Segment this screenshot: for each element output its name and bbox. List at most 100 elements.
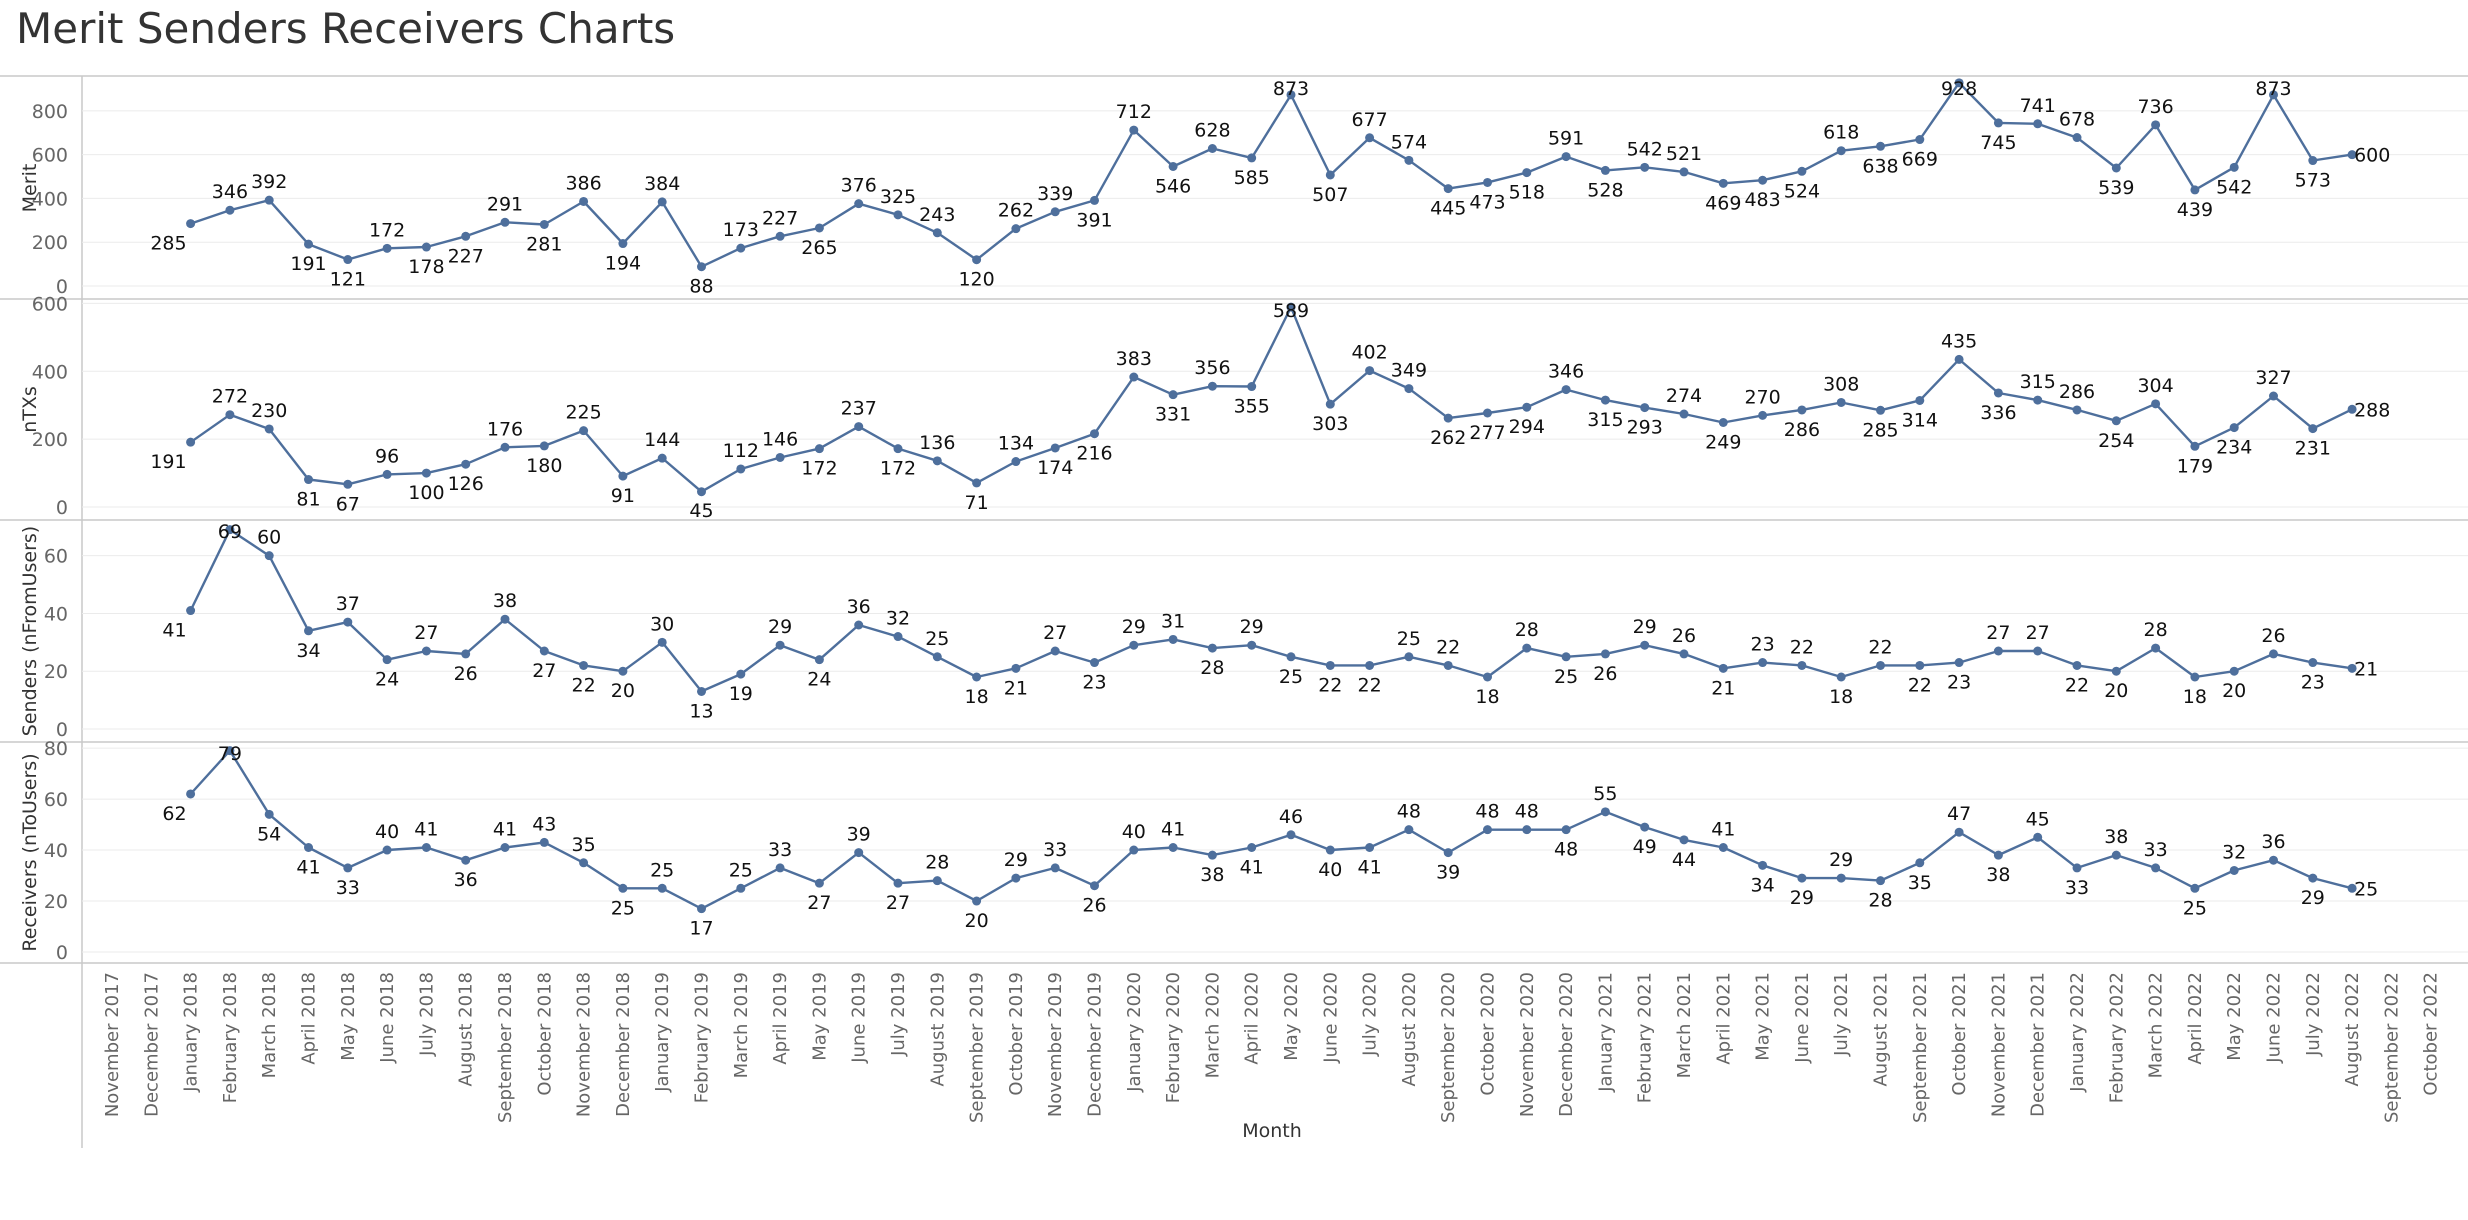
data-point — [1247, 640, 1257, 650]
data-point — [1954, 827, 1964, 837]
data-point — [932, 876, 942, 886]
x-tick-label: June 2022 — [2264, 972, 2285, 1064]
data-point — [1286, 302, 1296, 312]
data-point — [1129, 640, 1139, 650]
data-label: 28 — [1200, 657, 1224, 679]
data-point — [1640, 822, 1650, 832]
data-point — [1050, 207, 1060, 217]
data-label: 339 — [1037, 183, 1073, 205]
data-label: 47 — [1947, 803, 1971, 825]
data-point — [1325, 399, 1335, 409]
data-point — [775, 452, 785, 462]
data-label: 91 — [611, 485, 635, 507]
data-point — [1758, 860, 1768, 870]
data-label: 386 — [565, 172, 601, 194]
data-label: 40 — [1318, 859, 1342, 881]
data-point — [657, 637, 667, 647]
x-tick-label: March 2021 — [1674, 972, 1695, 1078]
data-label: 191 — [290, 253, 326, 275]
data-label: 36 — [454, 869, 478, 891]
data-point — [225, 410, 235, 420]
data-point — [1679, 649, 1689, 659]
data-point — [736, 883, 746, 893]
data-point — [343, 479, 353, 489]
data-label: 45 — [2026, 808, 2050, 830]
data-label: 25 — [1279, 666, 1303, 688]
data-point — [2229, 162, 2239, 172]
data-label: 573 — [2295, 170, 2331, 192]
data-label: 25 — [2354, 878, 2378, 900]
data-label: 618 — [1823, 122, 1859, 144]
data-point — [1286, 830, 1296, 840]
data-label: 33 — [336, 877, 360, 899]
data-point — [421, 468, 431, 478]
x-tick-label: January 2020 — [1124, 972, 1145, 1093]
data-label: 22 — [1868, 636, 1892, 658]
data-point — [2347, 883, 2357, 893]
data-point — [1011, 224, 1021, 234]
data-point — [1679, 409, 1689, 419]
x-tick-label: April 2020 — [1242, 972, 1263, 1065]
data-label: 22 — [1318, 674, 1342, 696]
data-point — [893, 632, 903, 642]
data-label: 28 — [1515, 619, 1539, 641]
data-point — [343, 617, 353, 627]
x-tick-label: August 2022 — [2342, 972, 2363, 1087]
y-tick-label: 200 — [32, 232, 68, 254]
x-tick-label: April 2021 — [1713, 972, 1734, 1065]
data-point — [972, 255, 982, 265]
y-tick-label: 600 — [32, 145, 68, 167]
data-point — [972, 896, 982, 906]
data-label: 41 — [162, 620, 186, 642]
data-point — [186, 789, 196, 799]
data-point — [1718, 843, 1728, 852]
data-point — [1876, 405, 1885, 415]
data-label: 23 — [1082, 672, 1106, 694]
data-point — [1090, 658, 1099, 668]
data-point — [304, 626, 313, 636]
data-point — [1640, 640, 1650, 650]
x-tick-label: June 2020 — [1320, 972, 1341, 1064]
data-point — [1207, 850, 1217, 860]
x-tick-label: May 2020 — [1281, 972, 1302, 1061]
data-label: 336 — [1980, 402, 2016, 424]
data-label: 39 — [1436, 862, 1460, 884]
data-point — [2072, 660, 2082, 670]
data-point — [1640, 403, 1650, 413]
data-point — [539, 646, 549, 656]
data-point — [932, 228, 942, 238]
x-tick-label: March 2020 — [1202, 972, 1223, 1078]
data-label: 33 — [2065, 877, 2089, 899]
data-point — [500, 843, 510, 852]
data-point — [343, 863, 353, 873]
data-label: 349 — [1391, 360, 1427, 382]
data-label: 41 — [1711, 819, 1735, 841]
y-tick-label: 600 — [32, 293, 68, 315]
x-tick-label: July 2018 — [416, 972, 437, 1057]
data-point — [225, 205, 235, 215]
data-point — [1050, 863, 1060, 873]
data-point — [1993, 118, 2003, 128]
data-label: 435 — [1941, 330, 1977, 352]
data-label: 745 — [1980, 132, 2016, 154]
data-label: 41 — [1161, 819, 1185, 841]
data-point — [1247, 382, 1257, 392]
data-label: 227 — [448, 245, 484, 267]
data-label: 288 — [2354, 399, 2390, 421]
data-label: 518 — [1509, 182, 1545, 204]
data-point — [814, 655, 824, 665]
data-label: 71 — [965, 492, 989, 514]
data-label: 17 — [689, 918, 713, 940]
data-point — [579, 858, 589, 868]
data-point — [1404, 384, 1414, 394]
data-label: 585 — [1234, 167, 1270, 189]
data-point — [1836, 146, 1846, 156]
data-point — [1797, 166, 1807, 176]
data-label: 24 — [807, 669, 831, 691]
data-point — [539, 837, 549, 847]
data-point — [1129, 125, 1139, 135]
y-axis-title: Senders (nFromUsers) — [19, 526, 41, 736]
data-point — [2151, 863, 2161, 873]
data-point — [1876, 876, 1885, 886]
